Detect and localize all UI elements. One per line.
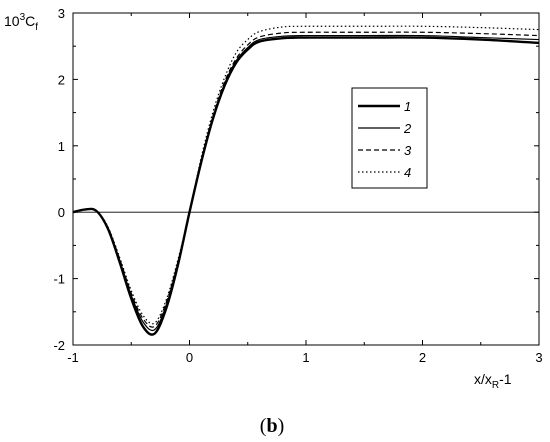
x-axis-title: x/xR-1 bbox=[474, 371, 512, 391]
series-line-1 bbox=[72, 36, 540, 336]
y-tick-label: -2 bbox=[53, 338, 65, 353]
x-tick-label: 2 bbox=[419, 350, 426, 365]
y-tick-label: 0 bbox=[58, 205, 65, 220]
y-tick-label: -1 bbox=[53, 272, 65, 287]
legend-label-2: 2 bbox=[403, 121, 412, 136]
y-tick-label: 2 bbox=[58, 72, 65, 87]
x-tick-label: 0 bbox=[186, 350, 193, 365]
panel-label: (b) bbox=[260, 415, 284, 437]
series-line-4 bbox=[72, 25, 540, 325]
legend-frame bbox=[351, 87, 428, 189]
x-axis-title-sub: R bbox=[492, 380, 499, 391]
x-tick-label: -1 bbox=[67, 350, 79, 365]
panel-label-close: ) bbox=[278, 415, 285, 437]
x-tick-label: 3 bbox=[535, 350, 542, 365]
legend-label-1: 1 bbox=[404, 99, 411, 114]
y-axis-title-exp: 3 bbox=[20, 12, 26, 23]
y-tick-label: 1 bbox=[58, 139, 65, 154]
series-line-3 bbox=[72, 31, 540, 328]
y-axis-title-base: 10 bbox=[4, 13, 20, 29]
legend: 1 2 3 4 bbox=[351, 87, 428, 189]
y-tick-label: 3 bbox=[58, 6, 65, 21]
legend-label-4: 4 bbox=[404, 165, 411, 180]
x-axis-title-main: x/x bbox=[474, 371, 492, 387]
y-axis-title-sub: f bbox=[35, 22, 38, 33]
series-line-2 bbox=[72, 34, 540, 332]
x-axis-title-tail: -1 bbox=[499, 371, 512, 387]
panel-label-letter: b bbox=[266, 415, 277, 437]
plot-frame bbox=[72, 12, 540, 346]
y-axis-title: 103Cf bbox=[4, 12, 38, 33]
panel-label-open: ( bbox=[260, 415, 267, 437]
legend-label-3: 3 bbox=[404, 143, 412, 158]
x-tick-label: 1 bbox=[302, 350, 309, 365]
plot-area bbox=[72, 12, 540, 346]
series-layer bbox=[72, 25, 540, 336]
y-axis-title-main: C bbox=[25, 13, 35, 29]
